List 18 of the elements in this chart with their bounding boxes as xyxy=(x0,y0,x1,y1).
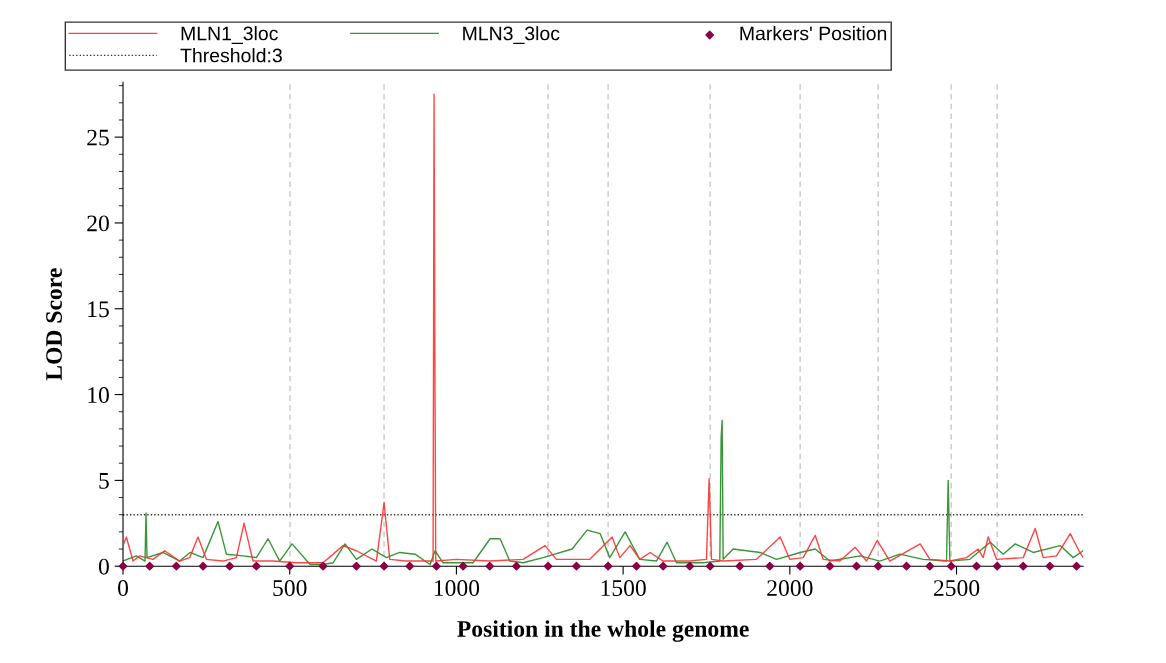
legend-label: MLN3_3loc xyxy=(463,26,560,44)
legend-label: Markers' Position xyxy=(740,26,887,41)
x-tick-label: 2500 xyxy=(933,580,980,597)
y-tick-label: 5 xyxy=(99,473,109,489)
x-tick-label: 1000 xyxy=(434,580,480,597)
x-axis-title: Position in the whole genome xyxy=(457,620,749,642)
y-tick-label: 10 xyxy=(88,387,109,403)
x-tick-label: 1500 xyxy=(601,580,646,597)
y-tick-label: 0 xyxy=(98,558,109,575)
y-tick-label: 15 xyxy=(88,301,109,318)
y-axis-title: LOD Score xyxy=(46,268,62,381)
legend-label: Threshold:3 xyxy=(180,48,282,63)
y-tick-label: 25 xyxy=(87,129,109,146)
x-tick-label: 2000 xyxy=(767,580,813,597)
y-tick-label: 20 xyxy=(87,215,109,232)
legend-label: MLN1_3loc xyxy=(181,26,278,44)
x-tick-label: 500 xyxy=(273,580,307,597)
x-tick-label: 0 xyxy=(118,580,129,597)
